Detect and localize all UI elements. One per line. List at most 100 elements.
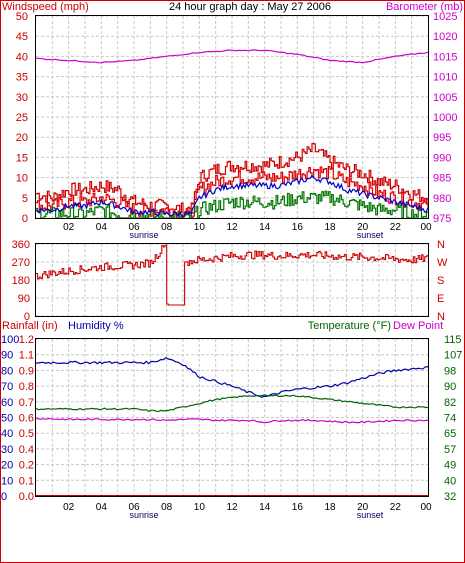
wind-tick-label: 12: [226, 222, 238, 233]
humidity-tick-label: 90: [1, 350, 13, 362]
direction-panel-series: [36, 244, 429, 306]
humidity-tick-label: 10: [1, 475, 13, 487]
temperature-tick-label: 49: [444, 460, 456, 472]
windspeed-tick-label: 15: [16, 152, 28, 164]
temperature-tick-label: 115: [444, 334, 462, 346]
wind-panel-frame: [35, 15, 429, 219]
humidity-tick-label: 30: [1, 444, 13, 456]
humidity-panel-x-ticks: 02 04 06 08 10 12 14 16 18 20 22 00: [63, 502, 432, 513]
rainfall-tick-label: 0.8: [19, 381, 34, 393]
rainfall-tick-label: 1.2: [19, 334, 34, 346]
wind-sunset-label: sunset: [357, 230, 384, 240]
humidity-tick-label: 12: [226, 502, 238, 513]
direction-tick-label: 90: [18, 293, 30, 305]
dewpoint-axis-label: Dew Point: [393, 320, 443, 332]
windspeed-tick-label: 0: [22, 213, 28, 225]
humidity-tick-label: 22: [390, 502, 402, 513]
compass-label: N: [437, 311, 445, 323]
humidity-ticks: 0 10 20 30 40 50 60 70 80 90 100: [1, 334, 19, 503]
barometer-axis-label: Barometer (mb): [386, 1, 463, 13]
series-barometer-mb-: [35, 49, 429, 64]
humidity-tick-label: 80: [1, 365, 13, 377]
humidity-panel: 0 10 20 30 40 50 60 70 80 90 100 0.0 0.1 0.2 0.4 0.5 0.…: [1, 334, 462, 520]
humidity-axis-label: Humidity %: [68, 320, 124, 332]
rainfall-tick-label: 0.1: [19, 475, 34, 487]
temperature-tick-label: 74: [444, 413, 456, 425]
humidity-tick-label: 20: [1, 460, 13, 472]
windspeed-tick-label: 25: [16, 112, 28, 124]
temperature-ticks: 32 40 49 57 65 74 82 90 98 107 115: [444, 334, 462, 503]
rainfall-tick-label: 0.5: [19, 428, 34, 440]
wind-tick-label: 16: [292, 222, 304, 233]
wind-sunrise-label: sunrise: [129, 230, 158, 240]
direction-panel-frame: [35, 243, 429, 317]
rainfall-tick-label: 0.6: [19, 413, 34, 425]
barometer-tick-label: 1005: [433, 92, 457, 104]
series-average-wind: [35, 174, 429, 218]
rainfall-axis-label: Rainfall (in): [2, 320, 58, 332]
windspeed-ticks: 0 5 10 15 20 25 30 35 40 45 50: [16, 11, 28, 225]
windspeed-tick-label: 35: [16, 72, 28, 84]
barometer-tick-label: 1015: [433, 51, 457, 63]
wind-tick-label: 00: [420, 222, 432, 233]
humidity-tick-label: 70: [1, 381, 13, 393]
temperature-tick-label: 90: [444, 381, 456, 393]
humidity-tick-label: 60: [1, 397, 13, 409]
compass-label: S: [437, 275, 444, 287]
series-wind-direction: [36, 244, 429, 306]
rainfall-tick-label: 0.4: [19, 444, 34, 456]
wind-tick-label: 14: [259, 222, 271, 233]
humidity-tick-label: 20: [357, 502, 369, 513]
rainfall-tick-label: 0.0: [19, 491, 34, 503]
windspeed-tick-label: 5: [22, 193, 28, 205]
direction-tick-label: 270: [12, 257, 30, 269]
compass-label: W: [437, 257, 448, 269]
temperature-tick-label: 107: [444, 350, 462, 362]
wind-tick-label: 10: [194, 222, 206, 233]
barometer-tick-label: 975: [433, 213, 451, 225]
humidity-tick-label: 06: [128, 502, 140, 513]
direction-tick-label: 180: [12, 275, 30, 287]
humidity-tick-label: 00: [420, 502, 432, 513]
wind-tick-label: 02: [63, 222, 75, 233]
series-low-wind: [36, 190, 429, 219]
wind-tick-label: 20: [357, 222, 369, 233]
series-dew-point: [35, 417, 429, 424]
humidity-tick-label: 100: [1, 334, 19, 346]
humidity-tick-label: 0: [1, 491, 7, 503]
humidity-tick-label: 50: [1, 413, 13, 425]
humidity-panel-grid: [36, 338, 428, 497]
compass-label: E: [437, 293, 444, 305]
humidity-tick-label: 40: [1, 428, 13, 440]
temperature-tick-label: 40: [444, 475, 456, 487]
wind-panel-grid: [36, 15, 428, 219]
temperature-tick-label: 98: [444, 365, 456, 377]
temp-sunset-label: sunset: [357, 510, 384, 520]
humidity-tick-label: 04: [96, 502, 108, 513]
direction-tick-label: 0: [24, 311, 30, 323]
humidity-tick-label: 08: [161, 502, 173, 513]
humidity-tick-label: 18: [324, 502, 336, 513]
temperature-tick-label: 32: [444, 491, 456, 503]
rainfall-tick-label: 0.2: [19, 460, 34, 472]
barometer-tick-label: 1010: [433, 72, 457, 84]
wind-panel-x-ticks: 02 04 06 08 10 12 14 16 18 20 22 00: [63, 222, 432, 233]
temperature-axis-label: Temperature (°F): [308, 320, 391, 332]
temperature-tick-label: 65: [444, 428, 456, 440]
windspeed-tick-label: 45: [16, 31, 28, 43]
humidity-tick-label: 10: [194, 502, 206, 513]
barometer-tick-label: 1000: [433, 112, 457, 124]
barometer-tick-label: 1020: [433, 31, 457, 43]
humidity-panel-frame: [35, 338, 429, 497]
direction-ticks: 0 90 180 270 360: [12, 239, 30, 323]
barometer-tick-label: 995: [433, 132, 451, 144]
wind-tick-label: 08: [161, 222, 173, 233]
windspeed-tick-label: 30: [16, 92, 28, 104]
temperature-tick-label: 57: [444, 444, 456, 456]
wind-tick-label: 22: [390, 222, 402, 233]
humidity-tick-label: 14: [259, 502, 271, 513]
series-gust: [36, 142, 429, 218]
barometer-tick-label: 990: [433, 152, 451, 164]
